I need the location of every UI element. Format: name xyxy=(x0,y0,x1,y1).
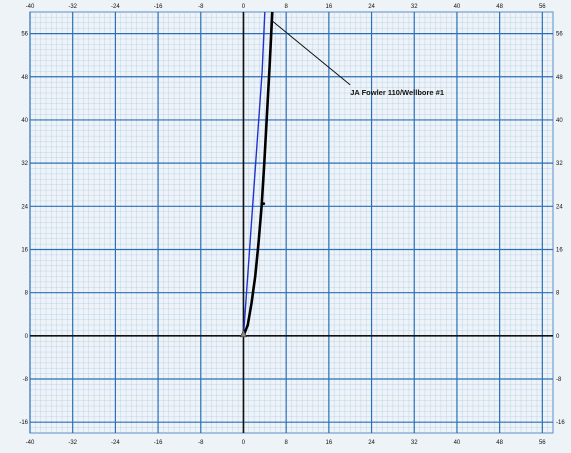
y-tick-label-right: 24 xyxy=(556,204,563,210)
y-tick-label-right: -16 xyxy=(556,420,565,426)
y-tick-label-right: 48 xyxy=(556,75,563,81)
x-tick-label-top: 56 xyxy=(539,4,546,10)
x-tick-label-bottom: -40 xyxy=(26,440,35,446)
x-tick-label-bottom: -16 xyxy=(154,440,163,446)
y-tick-label-left: 48 xyxy=(21,75,28,81)
y-tick-label-left: 32 xyxy=(21,161,28,167)
y-tick-label-left: 40 xyxy=(21,118,28,124)
x-tick-label-bottom: 24 xyxy=(368,440,375,446)
x-tick-label-top: 32 xyxy=(411,4,418,10)
y-tick-label-right: 8 xyxy=(556,291,560,297)
x-tick-label-bottom: -24 xyxy=(111,440,120,446)
x-tick-label-top: -32 xyxy=(68,4,77,10)
x-tick-label-top: 48 xyxy=(496,4,503,10)
curve-point-marker xyxy=(262,202,265,205)
y-tick-label-right: -8 xyxy=(556,377,562,383)
x-tick-label-top: 24 xyxy=(368,4,375,10)
y-tick-label-left: 0 xyxy=(25,334,29,340)
y-tick-label-right: 32 xyxy=(556,161,563,167)
x-tick-label-top: -16 xyxy=(154,4,163,10)
y-tick-label-left: 56 xyxy=(21,32,28,38)
x-tick-label-bottom: 48 xyxy=(496,440,503,446)
x-tick-label-bottom: 16 xyxy=(326,440,333,446)
annotation-label: JA Fowler 110/Wellbore #1 xyxy=(350,88,444,97)
x-tick-label-top: 16 xyxy=(326,4,333,10)
x-tick-label-bottom: 56 xyxy=(539,440,546,446)
y-tick-label-left: 8 xyxy=(25,291,29,297)
x-tick-label-bottom: 0 xyxy=(242,440,246,446)
y-tick-label-right: 0 xyxy=(556,334,560,340)
y-tick-label-left: -8 xyxy=(23,377,29,383)
x-tick-label-top: 40 xyxy=(454,4,461,10)
y-tick-label-left: 24 xyxy=(21,204,28,210)
x-tick-label-bottom: -8 xyxy=(198,440,204,446)
x-tick-label-bottom: 40 xyxy=(454,440,461,446)
y-tick-label-right: 16 xyxy=(556,247,563,253)
x-tick-label-top: -40 xyxy=(26,4,35,10)
x-tick-label-top: 8 xyxy=(284,4,288,10)
x-tick-label-top: -8 xyxy=(198,4,204,10)
y-tick-label-left: -16 xyxy=(19,420,28,426)
y-tick-label-right: 56 xyxy=(556,32,563,38)
y-tick-label-right: 40 xyxy=(556,118,563,124)
x-tick-label-top: 0 xyxy=(242,4,246,10)
x-tick-label-bottom: -32 xyxy=(68,440,77,446)
x-tick-label-bottom: 8 xyxy=(284,440,288,446)
y-tick-label-left: 16 xyxy=(21,247,28,253)
x-tick-label-top: -24 xyxy=(111,4,120,10)
x-tick-label-bottom: 32 xyxy=(411,440,418,446)
